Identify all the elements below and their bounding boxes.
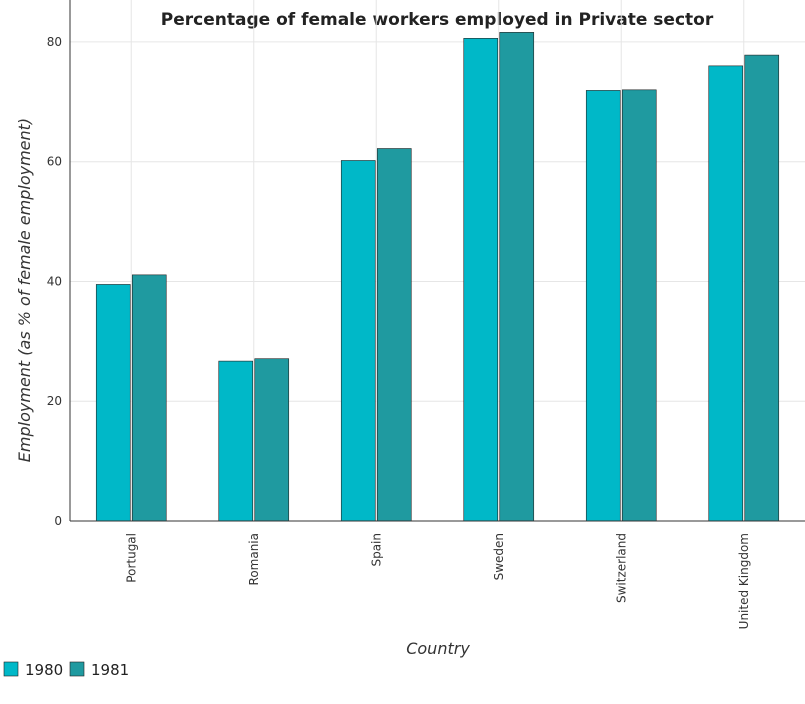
bar-1981-sweden (499, 32, 535, 522)
bar-1980-switzerland (585, 90, 621, 522)
tick-labels: 0 20 40 60 80 Portugal Romania Spain Sweden Switz… (47, 35, 751, 629)
bar-1980-portugal (95, 284, 131, 522)
bars (95, 32, 780, 522)
bar-1981-romania (254, 358, 290, 522)
bar-1981-united-kingdom (744, 54, 780, 522)
bar-1980-spain (340, 160, 376, 522)
x-tick-label: Portugal (124, 533, 138, 583)
x-tick-label: Romania (247, 533, 261, 585)
legend-swatch-1981 (69, 661, 85, 677)
y-tick-label: 20 (47, 394, 62, 408)
y-tick-label: 0 (54, 514, 62, 528)
y-tick-label: 80 (47, 35, 62, 49)
y-tick-label: 40 (47, 274, 62, 288)
x-tick-label: Sweden (492, 533, 506, 580)
legend-label-1981: 1981 (91, 661, 129, 679)
y-tick-label: 60 (47, 155, 62, 169)
bar-1980-united-kingdom (708, 65, 744, 522)
axes (69, 0, 805, 522)
bar-1980-romania (218, 360, 254, 522)
x-tick-label: United Kingdom (737, 533, 751, 629)
x-tick-label: Spain (369, 533, 383, 567)
chart-title: Percentage of female workers employed in… (161, 10, 714, 30)
bar-1981-spain (376, 148, 412, 522)
y-axis-label: Employment (as % of female employment) (15, 118, 34, 462)
legend: 1980 1981 (3, 661, 129, 679)
x-axis-label: Country (406, 639, 470, 658)
legend-label-1980: 1980 (25, 661, 63, 679)
bar-1981-switzerland (621, 89, 657, 522)
bar-1980-sweden (463, 38, 499, 522)
legend-swatch-1980 (3, 661, 19, 677)
bar-1981-portugal (131, 274, 167, 522)
gridlines (70, 0, 805, 522)
x-tick-label: Switzerland (614, 533, 628, 603)
